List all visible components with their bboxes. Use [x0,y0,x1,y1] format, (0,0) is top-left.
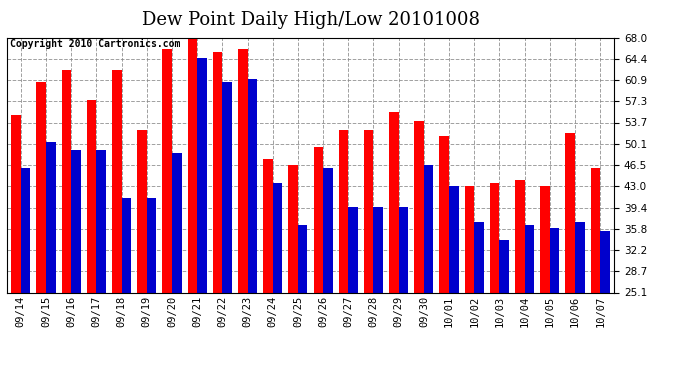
Bar [424,165,433,375]
Bar [87,100,97,375]
Bar [263,159,273,375]
Bar [490,183,500,375]
Bar [172,153,181,375]
Bar [524,225,534,375]
Text: Copyright 2010 Cartronics.com: Copyright 2010 Cartronics.com [10,39,180,49]
Bar [238,50,248,375]
Bar [71,150,81,375]
Bar [323,168,333,375]
Bar [288,165,298,375]
Bar [37,82,46,375]
Bar [61,70,71,375]
Bar [273,183,282,375]
Bar [474,222,484,375]
Bar [389,112,399,375]
Bar [348,207,358,375]
Bar [373,207,383,375]
Bar [112,70,121,375]
Text: Dew Point Daily High/Low 20101008: Dew Point Daily High/Low 20101008 [141,11,480,29]
Bar [313,147,323,375]
Bar [515,180,524,375]
Bar [137,130,147,375]
Bar [188,38,197,375]
Bar [550,228,560,375]
Bar [121,198,131,375]
Bar [449,186,459,375]
Bar [46,141,55,375]
Bar [11,115,21,375]
Bar [414,121,424,375]
Bar [399,207,408,375]
Bar [500,240,509,375]
Bar [21,168,30,375]
Bar [591,168,600,375]
Bar [213,53,222,375]
Bar [339,130,348,375]
Bar [147,198,157,375]
Bar [600,231,610,375]
Bar [248,79,257,375]
Bar [440,136,449,375]
Bar [364,130,373,375]
Bar [566,133,575,375]
Bar [97,150,106,375]
Bar [298,225,308,375]
Bar [197,58,207,375]
Bar [575,222,584,375]
Bar [540,186,550,375]
Bar [464,186,474,375]
Bar [162,50,172,375]
Bar [222,82,232,375]
